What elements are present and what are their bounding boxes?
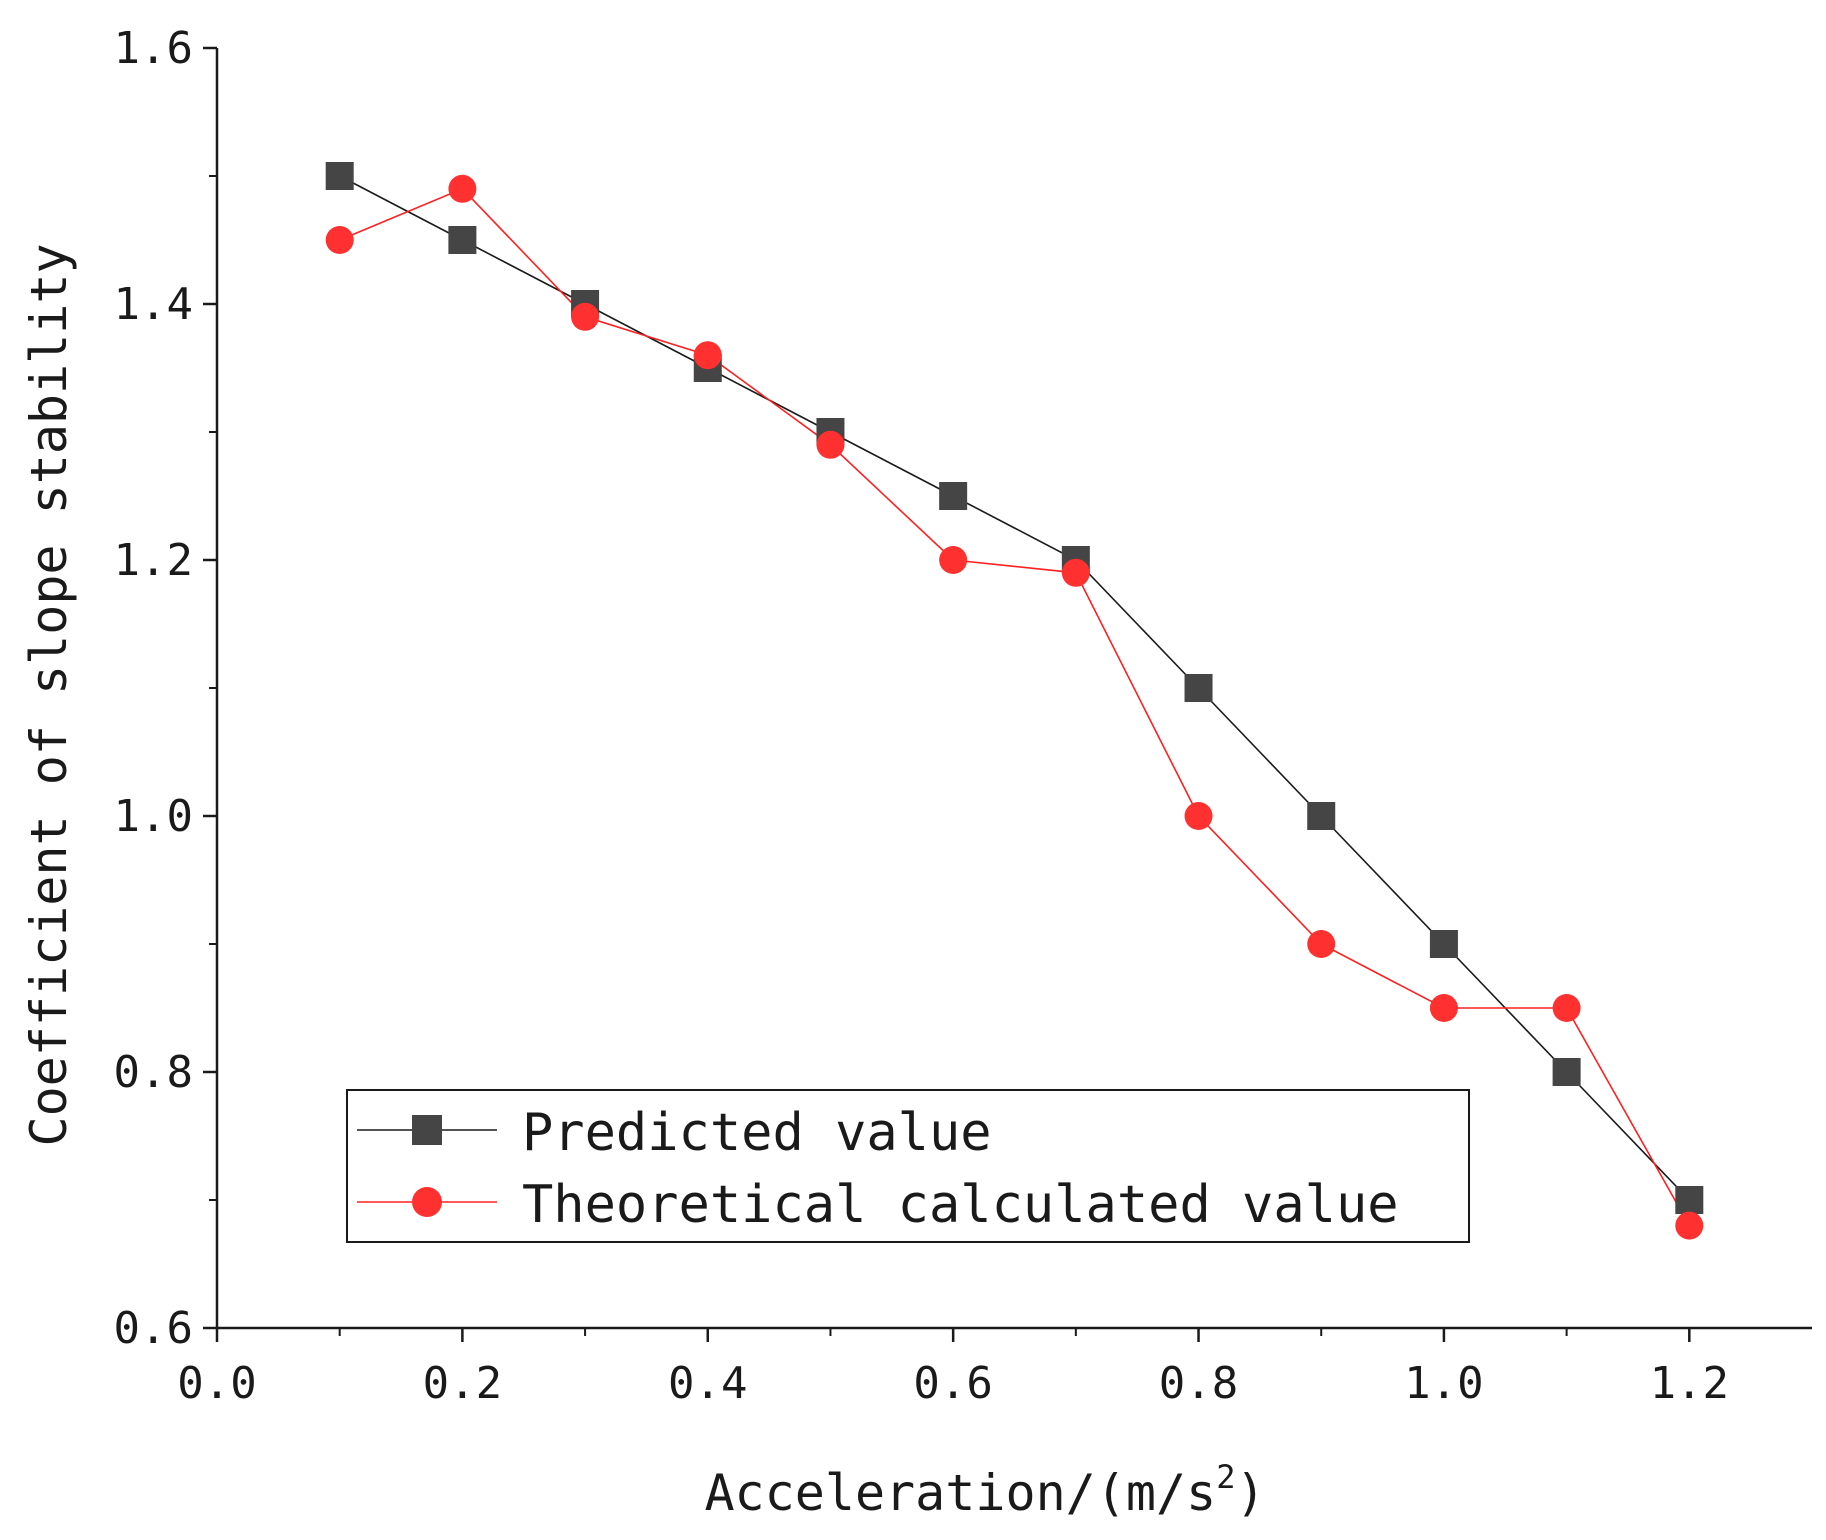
x-tick-label: 1.2 — [1650, 1358, 1729, 1409]
y-tick-label: 1.0 — [114, 791, 193, 842]
legend-label-predicted: Predicted value — [522, 1103, 992, 1163]
series-line-theoretical — [339, 187, 1691, 1226]
x-tick-label: 0.6 — [913, 1358, 992, 1409]
theoretical-point — [693, 341, 722, 370]
legend-label-theoretical: Theoretical calculated value — [522, 1175, 1399, 1235]
predicted-point — [1184, 674, 1213, 702]
x-tick-label: 1.0 — [1404, 1358, 1483, 1409]
predicted-point — [325, 162, 354, 190]
x-tick-label: 0.4 — [668, 1358, 747, 1409]
y-tick-label: 1.4 — [114, 279, 193, 330]
theoretical-point — [939, 546, 968, 574]
predicted-point — [448, 226, 477, 254]
x-tick-label: 0.8 — [1159, 1358, 1238, 1409]
y-axis-title: Coefficient of slope stability — [20, 243, 78, 1146]
x-axis-title: Acceleration/(m/s2) — [704, 1458, 1265, 1522]
y-tick-label: 1.2 — [114, 535, 193, 586]
x-axis-title-superscript: 2 — [1216, 1458, 1235, 1496]
theoretical-point — [1184, 802, 1213, 830]
theoretical-point — [1307, 930, 1336, 958]
axes: 0.0 0.2 0.4 0.6 0.8 1.0 1.2 0.6 0.8 1.0 1.2 1.4 1.6 — [114, 23, 1812, 1409]
series-layer — [325, 162, 1704, 1240]
x-axis-title-close: ) — [1235, 1464, 1265, 1522]
theoretical-point — [1552, 994, 1581, 1022]
theoretical-point — [1429, 994, 1458, 1022]
y-tick-label: 1.6 — [114, 23, 193, 74]
theoretical-point — [1061, 558, 1090, 587]
y-tick-label: 0.8 — [114, 1047, 193, 1098]
predicted-point — [939, 482, 968, 510]
theoretical-point — [816, 430, 845, 459]
series-line-predicted — [339, 175, 1690, 1201]
predicted-point — [1552, 1058, 1581, 1086]
legend-box — [346, 1089, 1470, 1243]
predicted-point — [1307, 802, 1336, 830]
legend: Predicted value Theoretical calculated v… — [346, 1089, 1470, 1243]
y-tick-label: 0.6 — [114, 1303, 193, 1354]
theoretical-point — [571, 302, 600, 331]
legend-marker-theoretical — [412, 1187, 442, 1217]
theoretical-point — [448, 174, 477, 203]
x-tick-label: 0.0 — [177, 1358, 256, 1409]
theoretical-point — [325, 226, 354, 254]
predicted-point — [1429, 930, 1458, 958]
x-tick-label: 0.2 — [423, 1358, 502, 1409]
predicted-point — [1675, 1186, 1704, 1214]
theoretical-point — [1675, 1211, 1704, 1240]
legend-marker-predicted — [412, 1115, 442, 1145]
